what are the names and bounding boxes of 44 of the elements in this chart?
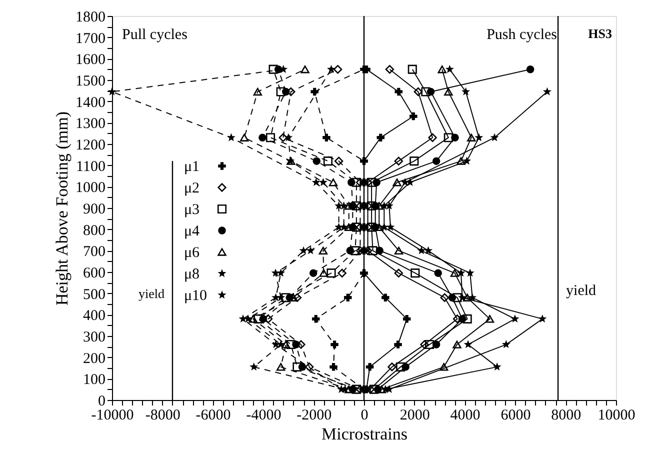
y-tick-label: 1700 (76, 30, 106, 47)
y-tick-label: 1800 (76, 10, 106, 26)
y-axis-title: Height Above Footing (mm) (52, 111, 72, 306)
annotation: HS3 (588, 26, 612, 41)
y-tick-label: 1500 (76, 74, 106, 90)
x-tick-label: -6000 (196, 408, 231, 424)
y-tick-label: 1000 (76, 180, 106, 196)
x-tick-label: -4000 (246, 408, 282, 424)
annotation: Push cycles (486, 27, 558, 43)
annotation: Pull cycles (122, 27, 188, 43)
x-tick-label: 6000 (500, 408, 531, 424)
legend-label: μ4 (184, 224, 200, 240)
y-tick-label: 900 (83, 202, 106, 218)
y-tick-label: 1600 (76, 52, 106, 68)
x-tick-label: -10000 (91, 408, 134, 424)
legend-label: μ10 (184, 288, 208, 304)
legend-label: μ1 (184, 159, 200, 175)
y-tick-label: 600 (83, 266, 106, 282)
y-tick-label: 700 (83, 244, 106, 260)
y-tick-label: 0 (98, 394, 106, 410)
y-tick-label: 200 (83, 350, 106, 367)
legend-label: μ3 (184, 202, 200, 218)
y-tick-label: 100 (83, 372, 106, 388)
ref-line-label: yield (566, 283, 597, 299)
y-tick-label: 500 (83, 286, 106, 303)
x-tick-label: 0 (360, 408, 368, 424)
x-tick-label: -8000 (145, 408, 180, 424)
y-tick-label: 400 (83, 308, 106, 324)
x-tick-label: 10000 (598, 408, 636, 424)
y-tick-label: 300 (83, 330, 106, 346)
x-axis-title: Microstrains (322, 424, 408, 444)
x-tick-label: 8000 (551, 408, 582, 424)
y-tick-label: 1200 (76, 138, 106, 154)
legend-label: μ8 (184, 266, 200, 282)
legend-label: μ6 (184, 245, 200, 261)
x-tick-label: 4000 (450, 408, 480, 424)
x-tick-label: -2000 (296, 408, 332, 424)
ref-line-label: yield (138, 286, 165, 301)
y-tick-label: 1400 (76, 94, 106, 111)
y-tick-label: 1300 (76, 116, 106, 132)
y-tick-label: 800 (83, 222, 106, 239)
y-tick-label: 1100 (76, 158, 106, 175)
x-tick-label: 2000 (400, 408, 430, 424)
legend-label: μ2 (184, 180, 200, 196)
